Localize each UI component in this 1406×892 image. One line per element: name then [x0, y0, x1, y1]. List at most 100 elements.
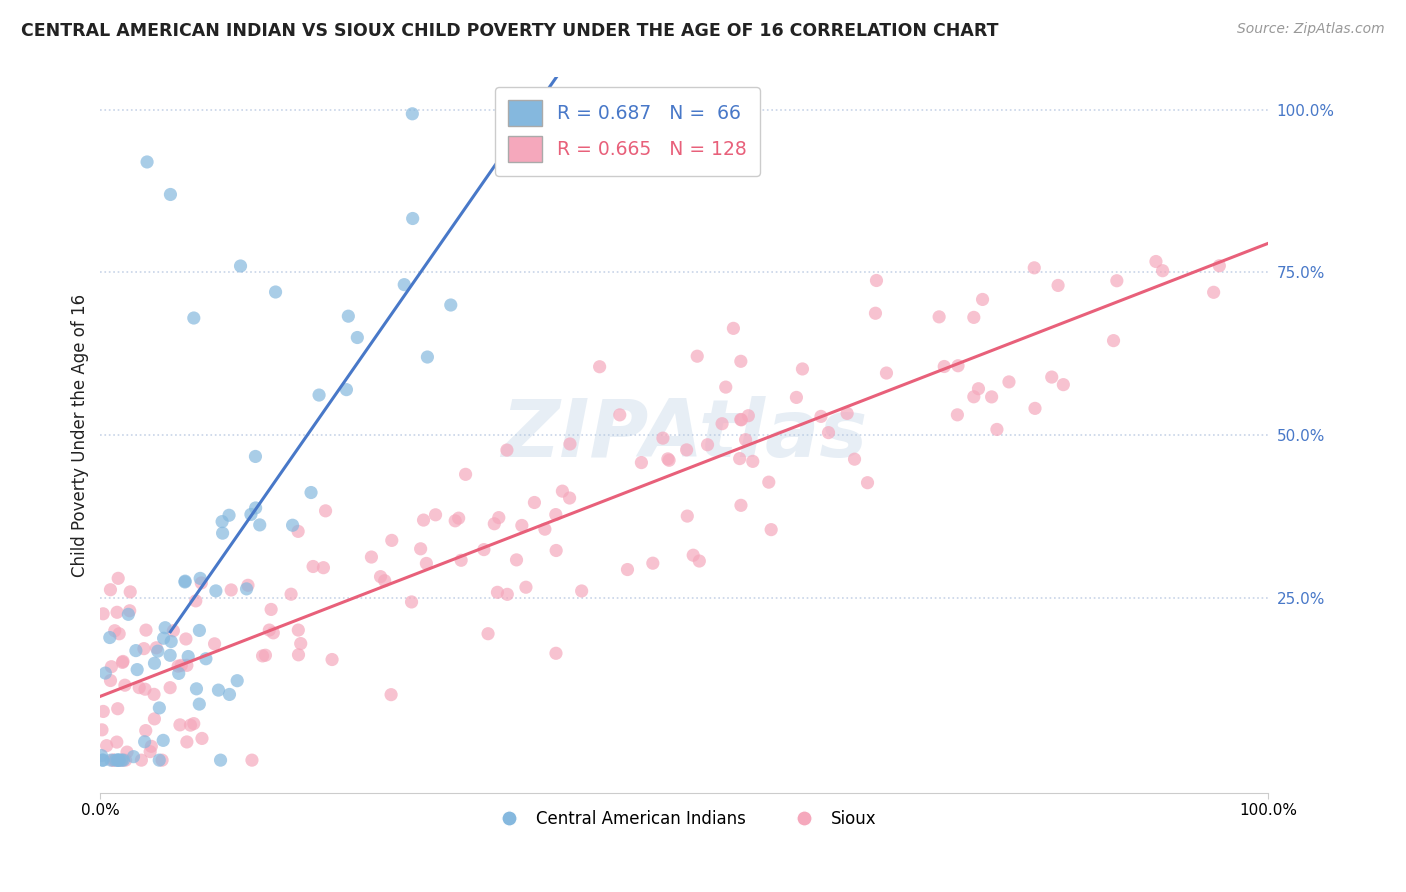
Point	[865, 273, 887, 287]
Point	[226, 673, 249, 688]
Point	[817, 425, 839, 440]
Point	[125, 643, 148, 657]
Point	[107, 753, 129, 767]
Point	[401, 595, 423, 609]
Point	[946, 408, 969, 422]
Point	[229, 259, 252, 273]
Point	[558, 491, 581, 505]
Point	[571, 584, 593, 599]
Point	[135, 723, 157, 738]
Point	[998, 375, 1021, 389]
Point	[440, 298, 463, 312]
Point	[91, 705, 114, 719]
Point	[730, 354, 752, 368]
Point	[546, 543, 568, 558]
Point	[281, 518, 304, 533]
Point	[120, 585, 142, 599]
Point	[188, 571, 211, 585]
Point	[688, 554, 710, 568]
Point	[641, 556, 664, 570]
Point	[714, 380, 737, 394]
Point	[107, 753, 129, 767]
Point	[558, 437, 581, 451]
Point	[174, 574, 197, 588]
Point	[1024, 401, 1046, 416]
Point	[686, 349, 709, 363]
Point	[135, 623, 157, 637]
Point	[315, 504, 337, 518]
Point	[249, 517, 271, 532]
Point	[240, 753, 263, 767]
Point	[91, 753, 114, 767]
Point	[128, 681, 150, 695]
Point	[134, 735, 156, 749]
Point	[472, 542, 495, 557]
Point	[972, 293, 994, 307]
Point	[730, 499, 752, 513]
Legend: Central American Indians, Sioux: Central American Indians, Sioux	[486, 803, 883, 834]
Point	[381, 533, 404, 548]
Point	[335, 383, 357, 397]
Point	[312, 560, 335, 574]
Point	[986, 422, 1008, 436]
Point	[496, 587, 519, 601]
Point	[100, 582, 122, 597]
Point	[264, 285, 287, 299]
Point	[730, 412, 752, 426]
Point	[409, 541, 432, 556]
Point	[108, 753, 131, 767]
Point	[758, 475, 780, 490]
Point	[844, 452, 866, 467]
Point	[544, 508, 567, 522]
Point	[675, 442, 697, 457]
Point	[118, 604, 141, 618]
Point	[148, 753, 170, 767]
Point	[101, 753, 124, 767]
Point	[132, 641, 155, 656]
Point	[211, 515, 233, 529]
Point	[928, 310, 950, 324]
Point	[401, 107, 423, 121]
Point	[143, 687, 166, 701]
Point	[287, 524, 309, 539]
Point	[609, 408, 631, 422]
Point	[346, 330, 368, 344]
Point	[167, 666, 190, 681]
Point	[1052, 377, 1074, 392]
Point	[454, 467, 477, 482]
Point	[111, 753, 134, 767]
Point	[146, 644, 169, 658]
Point	[218, 688, 240, 702]
Point	[616, 563, 638, 577]
Point	[218, 508, 240, 523]
Point	[963, 310, 986, 325]
Point	[105, 605, 128, 619]
Point	[360, 549, 382, 564]
Point	[1202, 285, 1225, 300]
Point	[682, 548, 704, 562]
Point	[103, 753, 125, 767]
Point	[657, 451, 679, 466]
Point	[194, 652, 217, 666]
Point	[946, 359, 969, 373]
Point	[179, 718, 201, 732]
Point	[1208, 259, 1230, 273]
Point	[505, 553, 527, 567]
Point	[865, 306, 887, 320]
Point	[209, 753, 232, 767]
Point	[792, 362, 814, 376]
Point	[299, 485, 322, 500]
Point	[176, 735, 198, 749]
Point	[245, 450, 267, 464]
Point	[785, 391, 807, 405]
Point	[188, 697, 211, 711]
Point	[723, 321, 745, 335]
Point	[856, 475, 879, 490]
Point	[252, 648, 274, 663]
Point	[1105, 274, 1128, 288]
Point	[122, 749, 145, 764]
Point	[143, 657, 166, 671]
Point	[235, 582, 257, 596]
Point	[104, 753, 127, 767]
Text: CENTRAL AMERICAN INDIAN VS SIOUX CHILD POVERTY UNDER THE AGE OF 16 CORRELATION C: CENTRAL AMERICAN INDIAN VS SIOUX CHILD P…	[21, 22, 998, 40]
